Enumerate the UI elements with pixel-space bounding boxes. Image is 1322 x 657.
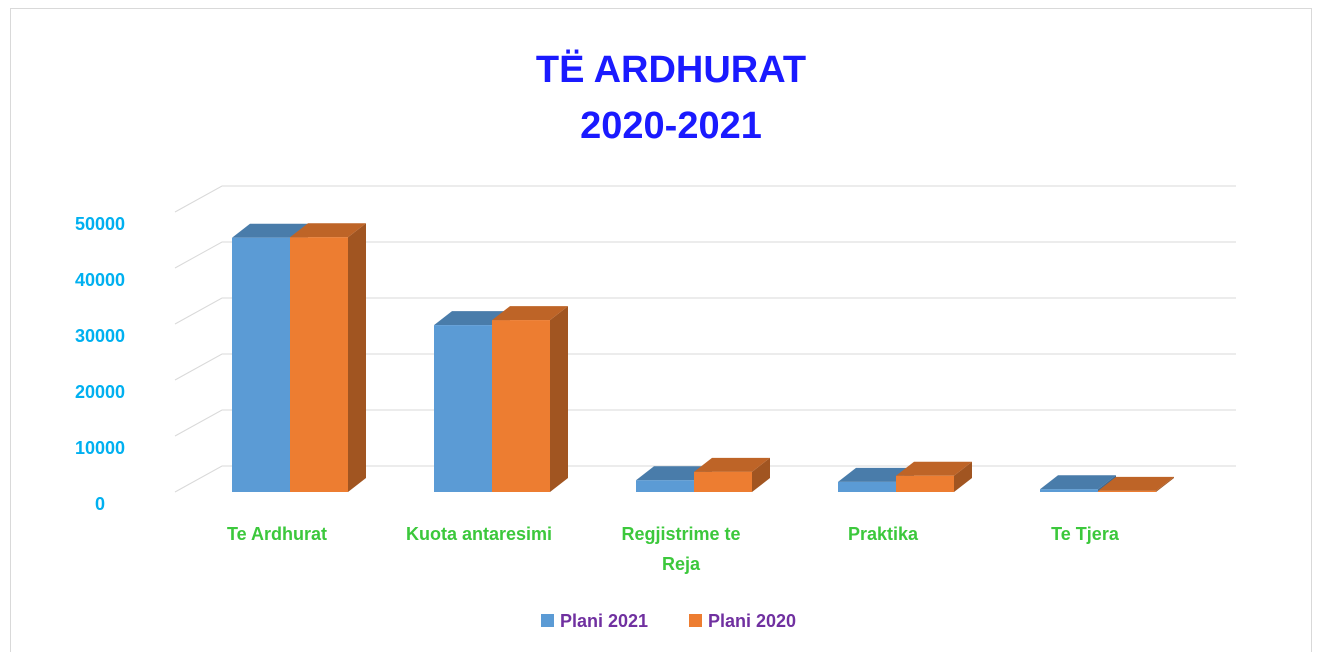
bar xyxy=(290,223,366,492)
grid-line xyxy=(174,185,1236,213)
bar-front xyxy=(232,237,290,492)
bar-front xyxy=(434,325,492,492)
legend-swatch xyxy=(541,614,554,627)
bar-front xyxy=(1040,489,1098,492)
bar-front xyxy=(636,480,694,492)
bar-front xyxy=(290,237,348,492)
bar xyxy=(896,461,972,492)
x-tick-label: Kuota antaresimi xyxy=(406,524,552,544)
bar-top xyxy=(232,223,308,238)
bar-top xyxy=(290,223,366,238)
x-tick-label: Praktika xyxy=(848,524,919,544)
legend-label: Plani 2020 xyxy=(708,611,796,631)
bar-front xyxy=(492,320,550,492)
bar-front xyxy=(694,471,752,492)
grid-line xyxy=(174,297,1236,325)
chart-title: TË ARDHURAT xyxy=(536,48,806,91)
x-tick-label: Te Tjera xyxy=(1051,524,1120,544)
bar-front xyxy=(896,475,954,492)
bar-front xyxy=(838,481,896,492)
grid-line xyxy=(174,241,1236,269)
y-tick-label: 0 xyxy=(95,494,105,514)
bar xyxy=(1098,476,1174,492)
bar-top xyxy=(636,466,712,481)
bar xyxy=(694,457,770,492)
bar-side xyxy=(954,461,972,492)
bar-side xyxy=(550,306,568,492)
y-tick-label: 20000 xyxy=(75,382,125,402)
bar-top xyxy=(838,467,914,482)
bar-side xyxy=(752,457,770,492)
bar-front xyxy=(1098,490,1156,492)
bar-top xyxy=(896,461,972,476)
y-tick-label: 50000 xyxy=(75,214,125,234)
x-tick-label: Regjistrime te Reja xyxy=(621,524,740,574)
grid-line xyxy=(174,353,1236,381)
bar-top xyxy=(492,306,568,321)
bar-top xyxy=(1098,476,1174,491)
bar-top xyxy=(434,311,510,326)
bar xyxy=(492,306,568,492)
y-tick-label: 40000 xyxy=(75,270,125,290)
x-tick-label: Te Ardhurat xyxy=(227,524,327,544)
bar-side xyxy=(1156,476,1174,492)
grid-line xyxy=(174,409,1236,437)
bar-side xyxy=(348,223,366,492)
chart-border xyxy=(10,8,1312,657)
y-tick-label: 30000 xyxy=(75,326,125,346)
legend-label: Plani 2021 xyxy=(560,611,648,631)
legend-swatch xyxy=(689,614,702,627)
chart-subtitle: 2020-2021 xyxy=(580,105,762,147)
bar-top xyxy=(694,457,770,472)
bar-top xyxy=(1040,475,1116,490)
y-tick-label: 10000 xyxy=(75,438,125,458)
grid-line xyxy=(174,465,1236,493)
